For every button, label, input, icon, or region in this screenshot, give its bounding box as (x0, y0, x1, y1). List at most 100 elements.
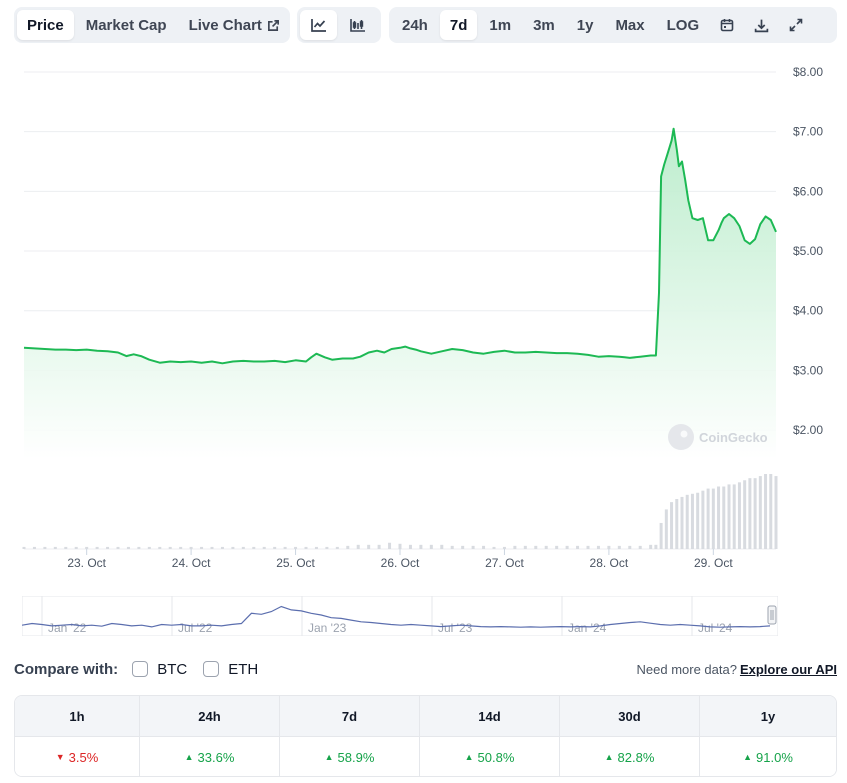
tab-live-chart[interactable]: Live Chart (179, 10, 290, 40)
range-max[interactable]: Max (605, 10, 654, 40)
volume-bar (680, 496, 684, 549)
volume-bar (367, 544, 371, 549)
line-chart-button[interactable] (300, 10, 337, 40)
compare-label: Compare with: (14, 660, 119, 678)
volume-bar (231, 546, 235, 549)
change-1h: ▼ 3.5% (15, 737, 140, 776)
tab-price[interactable]: Price (17, 10, 74, 40)
x-tick-label: 28. Oct (590, 556, 629, 570)
btc-checkbox-box[interactable] (132, 661, 149, 677)
volume-bar (758, 476, 762, 549)
volume-bar (356, 544, 360, 549)
range-3m[interactable]: 3m (523, 10, 565, 40)
volume-bar (764, 474, 768, 549)
volume-bar (179, 546, 183, 549)
volume-bar (502, 546, 506, 549)
y-tick-label: $5.00 (793, 244, 823, 258)
price-change-header-row: 1h 24h 7d 14d 30d 1y (15, 696, 836, 737)
navigator-frame (21, 595, 779, 637)
volume-bar (64, 546, 68, 549)
volume-bar (398, 543, 402, 549)
volume-bar (586, 545, 590, 549)
navigator-line (21, 605, 771, 628)
tab-market-cap[interactable]: Market Cap (76, 10, 177, 40)
volume-bar (769, 474, 773, 549)
volume-bar (638, 545, 642, 549)
fullscreen-button[interactable] (780, 10, 812, 40)
volume-bar (748, 478, 752, 549)
calendar-icon (720, 18, 734, 32)
change-24h-value: 33.6% (197, 749, 235, 765)
volume-bar (294, 546, 298, 549)
volume-bar (461, 545, 465, 549)
header-1y: 1y (760, 708, 776, 724)
time-range-selector: 24h 7d 1m 3m 1y Max LOG (389, 7, 837, 43)
volume-bar (717, 486, 721, 549)
range-3m-label: 3m (533, 16, 555, 34)
y-tick-label: $3.00 (793, 363, 823, 377)
volume-bar (675, 499, 679, 549)
change-14d: ▲ 50.8% (420, 737, 560, 776)
log-scale-label: LOG (666, 16, 700, 34)
range-24h[interactable]: 24h (392, 10, 438, 40)
volume-bar (701, 490, 705, 549)
change-1y: ▲ 91.0% (700, 737, 836, 776)
coingecko-logo-eye (680, 430, 688, 438)
range-navigator[interactable]: Jan '22 Jul '22 Jan '23 Jul '23 Jan '24 Jul '… (21, 595, 779, 637)
more-data-text: Need more data? Explore our API (637, 662, 838, 677)
log-scale-toggle[interactable]: LOG (657, 10, 710, 40)
navigator-label: Jan '24 (568, 621, 607, 635)
candlestick-button[interactable] (339, 10, 376, 40)
volume-bar (22, 546, 26, 549)
expand-icon (789, 18, 803, 32)
volume-bar (664, 509, 668, 549)
range-max-label: Max (615, 16, 645, 34)
range-1y[interactable]: 1y (567, 10, 604, 40)
change-14d-value: 50.8% (477, 749, 515, 765)
change-7d: ▲ 58.9% (280, 737, 420, 776)
volume-bar (617, 545, 621, 549)
navigator-svg: Jan '22 Jul '22 Jan '23 Jul '23 Jan '24 Jul '… (21, 595, 779, 637)
volume-bar (690, 493, 694, 549)
volume-bar (482, 545, 486, 549)
volume-bar (654, 544, 658, 549)
volume-bar (95, 546, 99, 549)
header-1h: 1h (15, 696, 140, 736)
volume-bar (262, 546, 266, 549)
caret-up-icon: ▲ (464, 752, 474, 762)
volume-bar (408, 544, 412, 549)
volume-bar (220, 546, 224, 549)
volume-bar (722, 486, 726, 549)
volume-bar (696, 492, 700, 549)
compare-btc-checkbox[interactable]: BTC (132, 661, 187, 678)
volume-bar (440, 544, 444, 549)
x-tick-label: 25. Oct (276, 556, 315, 570)
volume-bar (147, 546, 151, 549)
date-range-button[interactable] (711, 10, 743, 40)
volume-bar (314, 546, 318, 549)
btc-label: BTC (157, 660, 188, 678)
price-chart[interactable]: $8.00 $7.00 $6.00 $5.00 $4.00 $3.00 $2.00 CoinG… (0, 60, 847, 580)
navigator-label: Jul '24 (698, 621, 733, 635)
volume-bar (85, 546, 89, 549)
volume-bar (471, 545, 475, 549)
volume-bar (492, 546, 496, 549)
volume-bar (706, 488, 710, 549)
chart-type-toggle (297, 7, 381, 43)
volume-bar (534, 545, 538, 549)
eth-checkbox-box[interactable] (203, 661, 220, 677)
range-7d[interactable]: 7d (439, 10, 478, 40)
volume-bar (565, 545, 569, 549)
caret-up-icon: ▲ (324, 752, 334, 762)
volume-bar (388, 542, 392, 549)
navigator-handle[interactable] (767, 605, 777, 625)
download-button[interactable] (745, 10, 778, 40)
volume-bar (74, 546, 78, 549)
watermark-label: CoinGecko (699, 430, 768, 445)
compare-eth-checkbox[interactable]: ETH (203, 661, 258, 678)
volume-bar (576, 545, 580, 549)
volume-bar (137, 546, 141, 549)
explore-api-link[interactable]: Explore our API (739, 661, 837, 677)
range-1m[interactable]: 1m (479, 10, 521, 40)
volume-bar (685, 494, 689, 549)
